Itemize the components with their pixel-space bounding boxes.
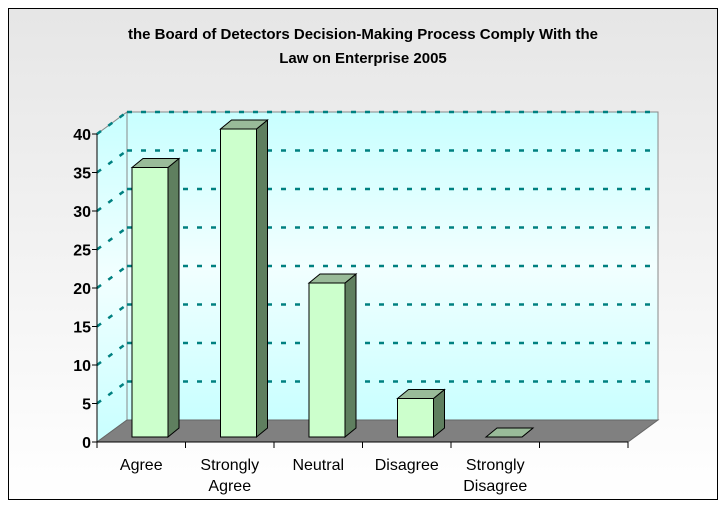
bar-front bbox=[220, 128, 257, 438]
gridline-side bbox=[96, 264, 128, 290]
x-tick-label: Agree bbox=[208, 478, 251, 495]
x-tick-label: Neutral bbox=[292, 457, 344, 474]
x-tick-label: Disagree bbox=[463, 478, 527, 495]
y-tick-label: 10 bbox=[73, 358, 91, 375]
bar-front bbox=[397, 398, 434, 438]
y-tick-label: 20 bbox=[73, 281, 91, 298]
y-tick-label: 5 bbox=[82, 397, 91, 414]
title-line: the Board of Detectors Decision-Making P… bbox=[128, 26, 598, 43]
y-tick-label: 40 bbox=[73, 127, 91, 144]
bar-side bbox=[256, 118, 268, 439]
floor bbox=[95, 419, 660, 443]
bar bbox=[307, 272, 358, 439]
y-tick-label: 25 bbox=[73, 243, 91, 260]
bar-side bbox=[167, 157, 180, 439]
gridline-side bbox=[96, 149, 128, 174]
x-tick-label: Agree bbox=[120, 457, 163, 474]
gridline-side bbox=[96, 341, 128, 367]
bar-side bbox=[344, 272, 357, 439]
y-tick-label: 30 bbox=[73, 204, 91, 221]
y-tick-label: 35 bbox=[73, 166, 91, 183]
chart-title: the Board of Detectors Decision-Making P… bbox=[128, 26, 598, 67]
x-tick-label: Disagree bbox=[375, 457, 439, 474]
x-tick-label: Strongly bbox=[200, 457, 259, 474]
title-line: Law on Enterprise 2005 bbox=[279, 50, 447, 67]
y-tick-label: 15 bbox=[73, 320, 91, 337]
bar-top bbox=[484, 427, 535, 438]
bar bbox=[484, 427, 535, 438]
x-tick-label: Strongly bbox=[466, 457, 525, 474]
gridline-side bbox=[96, 380, 128, 405]
y-tick-label: 0 bbox=[82, 435, 91, 452]
bar bbox=[130, 157, 181, 439]
gridline-side bbox=[96, 226, 128, 251]
bar-front bbox=[308, 282, 346, 438]
gridline-side bbox=[96, 110, 128, 136]
gridline-side bbox=[96, 187, 128, 213]
bar bbox=[219, 118, 269, 439]
gridline-side bbox=[96, 303, 128, 328]
bar bbox=[396, 388, 446, 439]
bar-front bbox=[131, 167, 169, 438]
